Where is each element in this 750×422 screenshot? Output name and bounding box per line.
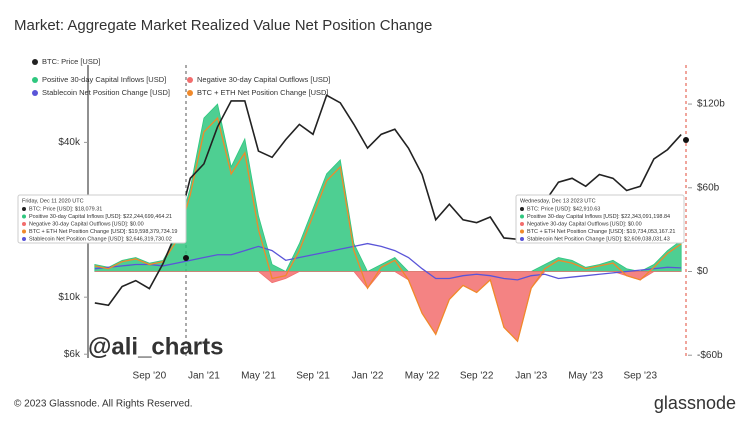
y2-tick-label: -$60b [697,350,723,361]
tooltip-row: Stablecoin Net Position Change [USD]: $2… [527,236,670,242]
tooltip-row: Positive 30-day Capital Inflows [USD]: $… [527,214,670,220]
x-tick-label: May '22 [405,371,440,382]
x-tick-label: May '23 [568,371,603,382]
tooltip-row: Negative 30-day Capital Outflows [USD]: … [29,221,144,227]
legend-swatch [187,90,193,96]
legend-swatch [32,90,38,96]
legend-label: Positive 30-day Capital Inflows [USD] [42,75,166,84]
tooltip-row: Negative 30-day Capital Outflows [USD]: … [527,221,642,227]
x-tick-label: Jan '23 [515,371,547,382]
y2-tick-label: $120b [697,99,725,110]
tooltip-box [515,194,685,244]
y2-tick-label: $0 [697,266,709,277]
y-tick-label: $40k [58,137,81,148]
legend-swatch [32,59,38,65]
tooltip-swatch [520,229,524,234]
line [94,94,682,307]
tooltip-swatch [22,207,26,211]
x-tick-label: Sep '20 [133,371,167,382]
tooltip-anchor [683,137,689,143]
tooltip-swatch [22,237,26,241]
tooltip-swatch [22,214,26,219]
line [94,116,682,343]
tooltip-swatch [22,229,26,234]
tooltip-anchor [183,255,189,261]
x-tick-label: Sep '22 [460,371,494,382]
x-tick-label: Sep '21 [296,371,330,382]
legend-label: Negative 30-day Capital Outflows [USD] [197,75,330,84]
tooltip-box [17,194,187,244]
tooltip-title: Friday, Dec 11 2020 UTC [22,198,84,204]
x-tick-label: Jan '21 [188,371,220,382]
tooltip-row: BTC: Price [USD]: $18,079.31 [29,206,102,212]
tooltip-row: Positive 30-day Capital Inflows [USD]: $… [29,214,172,220]
tooltip-swatch [520,237,524,241]
tooltip-swatch [520,207,524,211]
y-tick-label: $10k [58,292,81,303]
x-tick-label: Jan '22 [352,371,384,382]
x-tick-label: May '21 [241,371,276,382]
legend-label: BTC: Price [USD] [42,57,100,66]
tooltip-swatch [520,214,524,219]
y2-tick-label: $60b [697,182,720,193]
legend-label: BTC + ETH Net Position Change [USD] [197,88,329,97]
legend-label: Stablecoin Net Position Change [USD] [42,88,170,97]
line [94,242,682,281]
tooltip-row: BTC: Price [USD]: $42,910.63 [527,206,600,212]
tooltip-swatch [520,222,524,226]
chart-title: Market: Aggregate Market Realized Value … [14,17,432,34]
legend-swatch [32,77,38,83]
tooltip-swatch [22,222,26,226]
tooltip-row: BTC + ETH Net Position Change [USD]: $19… [29,229,177,235]
legend-swatch [187,77,193,83]
brand: glassnode [654,393,736,413]
area [94,271,682,343]
tooltip-title: Wednesday, Dec 13 2023 UTC [520,198,596,204]
y-tick-label: $6k [64,349,81,360]
x-tick-label: Sep '23 [623,371,657,382]
tooltip-row: BTC + ETH Net Position Change [USD]: $19… [527,229,675,235]
watermark: @ali_charts [88,333,223,360]
tooltip-row: Stablecoin Net Position Change [USD]: $2… [29,236,172,242]
footer: © 2023 Glassnode. All Rights Reserved. [14,399,193,410]
